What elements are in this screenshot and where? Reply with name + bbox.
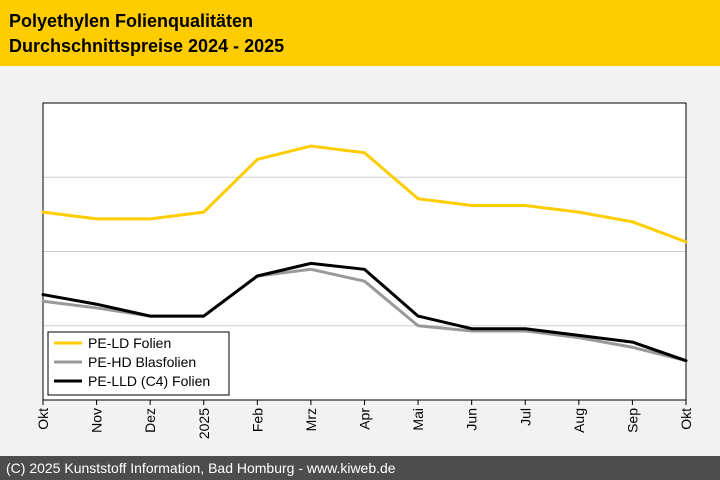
legend-label-1: PE-HD Blasfolien [88,354,196,370]
x-tick-label-1: Nov [89,408,105,433]
legend-label-2: PE-LLD (C4) Folien [88,373,210,389]
x-tick-label-4: Feb [249,408,265,432]
x-tick-label-3: 2025 [196,408,212,439]
series-line-0 [41,144,688,244]
x-tick-label-6: Apr [357,408,373,430]
x-tick-label-2: Dez [142,408,158,433]
x-tick-label-0: Okt [35,408,51,430]
x-tick-label-12: Okt [678,408,694,430]
x-tick-label-7: Mai [410,408,426,431]
line-chart: Okt Nov Dez 2025 Feb Mrz Apr Mai Jun Jul Aug Sep Okt… [35,102,694,439]
x-tick-label-8: Jun [464,408,480,431]
x-tick-label-10: Aug [571,408,587,433]
chart-title-line2: Durchschnittspreise 2024 - 2025 [9,36,285,56]
x-tick-label-11: Sep [624,408,640,433]
legend-label-0: PE-LD Folien [88,335,171,351]
footer-bar: (C) 2025 Kunststoff Information, Bad Hom… [0,456,720,480]
x-tick-label-9: Jul [517,408,533,426]
copyright-text: (C) 2025 Kunststoff Information, Bad Hom… [6,460,396,476]
series-line-2 [41,261,688,363]
chart-title-line1: Polyethylen Folienqualitäten [9,11,254,31]
header-banner: Polyethylen Folienqualitäten Durchschnit… [0,0,720,66]
x-tick-label-5: Mrz [303,408,319,431]
